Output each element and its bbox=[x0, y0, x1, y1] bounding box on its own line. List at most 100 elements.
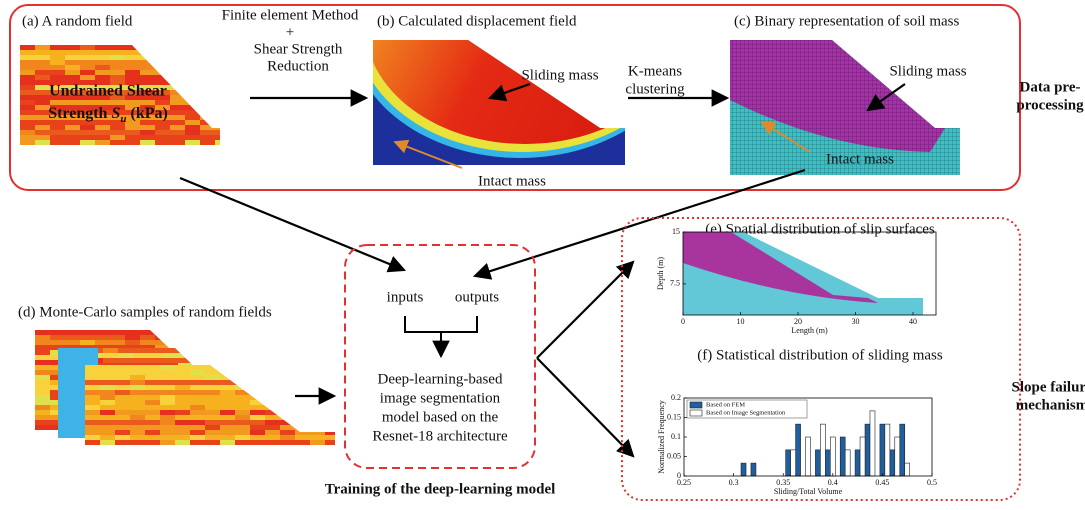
field-cell bbox=[95, 60, 111, 66]
field-cell bbox=[220, 425, 236, 431]
field-cell bbox=[190, 385, 206, 391]
field-cell bbox=[170, 85, 186, 91]
field-cell bbox=[250, 420, 266, 426]
model-text: Resnet-18 architecture bbox=[372, 428, 508, 444]
diagram: Data pre- processing (a) A random field … bbox=[0, 0, 1085, 510]
field-cell bbox=[200, 340, 216, 346]
field-cell bbox=[283, 388, 299, 394]
field-cell bbox=[100, 440, 116, 446]
field-cell bbox=[125, 75, 141, 81]
field-cell bbox=[35, 50, 51, 56]
field-cell bbox=[265, 405, 281, 411]
panel-label: (a) A random field bbox=[22, 13, 133, 29]
field-cell bbox=[235, 365, 251, 371]
field-cell bbox=[185, 350, 201, 356]
field-cell bbox=[140, 335, 156, 341]
x-tick-label: 0 bbox=[681, 317, 685, 326]
field-cell bbox=[200, 85, 216, 91]
field-cell bbox=[115, 385, 131, 391]
bar bbox=[786, 450, 791, 476]
field-cell bbox=[170, 135, 186, 141]
field-cell bbox=[325, 375, 341, 381]
field-cell bbox=[200, 330, 216, 336]
field-cell bbox=[215, 85, 231, 91]
field-cell bbox=[193, 358, 209, 364]
field-cell bbox=[235, 430, 251, 436]
field-cell bbox=[253, 368, 269, 374]
legend-label: Based on FEM bbox=[706, 401, 745, 408]
bar bbox=[860, 437, 865, 476]
field-text: Undrained Shear bbox=[49, 83, 167, 100]
field-cell bbox=[295, 380, 311, 386]
field-cell bbox=[235, 390, 251, 396]
field-cell bbox=[155, 330, 171, 336]
field-cell bbox=[265, 370, 281, 376]
field-cell bbox=[235, 405, 251, 411]
field-cell bbox=[265, 390, 281, 396]
field-cell bbox=[265, 440, 281, 446]
field-cell bbox=[200, 345, 216, 351]
field-cell bbox=[145, 365, 161, 371]
field-cell bbox=[85, 435, 101, 441]
field-cell bbox=[145, 420, 161, 426]
y-tick-label: 7.5 bbox=[670, 279, 680, 288]
field-cell bbox=[145, 385, 161, 391]
field-cell bbox=[185, 60, 201, 66]
field-cell bbox=[20, 45, 36, 51]
field-cell bbox=[215, 70, 231, 76]
bar bbox=[791, 450, 796, 476]
field-cell bbox=[85, 385, 101, 391]
field-cell bbox=[280, 440, 296, 446]
field-cell bbox=[235, 440, 251, 446]
field-cell bbox=[200, 90, 216, 96]
field-cell bbox=[130, 390, 146, 396]
field-cell bbox=[190, 380, 206, 386]
field-cell bbox=[253, 388, 269, 394]
field-cell bbox=[220, 395, 236, 401]
field-cell bbox=[65, 75, 81, 81]
field-cell bbox=[155, 50, 171, 56]
field-cell bbox=[20, 65, 36, 71]
field-cell bbox=[325, 370, 341, 376]
field-cell bbox=[130, 375, 146, 381]
field-cell bbox=[178, 358, 194, 364]
field-cell bbox=[110, 70, 126, 76]
field-cell bbox=[145, 370, 161, 376]
field-cell bbox=[200, 45, 216, 51]
field-cell bbox=[140, 340, 156, 346]
field-cell bbox=[155, 70, 171, 76]
field-cell bbox=[325, 435, 341, 441]
x-tick-label: 0.35 bbox=[776, 478, 790, 487]
text-part: Strength bbox=[48, 105, 111, 122]
field-cell bbox=[80, 65, 96, 71]
field-cell bbox=[250, 395, 266, 401]
field-cell bbox=[220, 400, 236, 406]
field-cell bbox=[238, 368, 254, 374]
field-cell bbox=[20, 120, 36, 126]
field-cell bbox=[205, 420, 221, 426]
field-cell bbox=[130, 395, 146, 401]
field-cell bbox=[100, 380, 116, 386]
field-cell bbox=[205, 365, 221, 371]
field-cell bbox=[215, 345, 231, 351]
field-cell bbox=[268, 388, 284, 394]
field-cell bbox=[125, 125, 141, 131]
arrow bbox=[537, 358, 633, 456]
field-cell bbox=[280, 380, 296, 386]
field-cell bbox=[35, 360, 51, 366]
field-cell bbox=[110, 340, 126, 346]
field-cell bbox=[35, 405, 51, 411]
field-cell bbox=[205, 390, 221, 396]
field-cell bbox=[130, 410, 146, 416]
field-cell bbox=[220, 440, 236, 446]
field-cell bbox=[178, 353, 194, 359]
field-cell bbox=[310, 380, 326, 386]
field-cell bbox=[130, 420, 146, 426]
field-cell bbox=[145, 410, 161, 416]
field-cell bbox=[170, 115, 186, 121]
field-cell bbox=[85, 380, 101, 386]
field-cell bbox=[148, 358, 164, 364]
field-cell bbox=[325, 420, 341, 426]
field-cell bbox=[185, 125, 201, 131]
field-cell bbox=[20, 85, 36, 91]
